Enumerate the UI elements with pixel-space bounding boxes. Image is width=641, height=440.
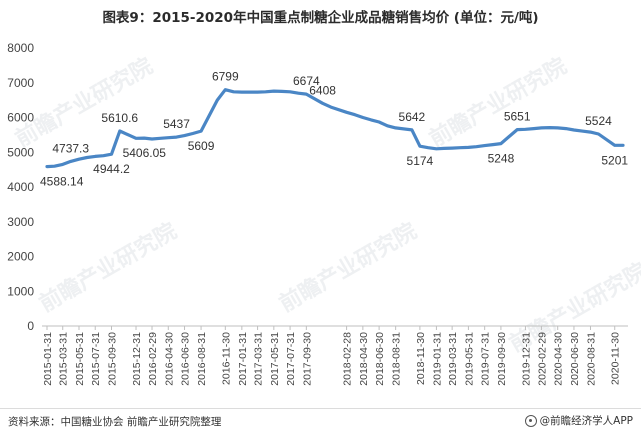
brand-tag: @前瞻经济学人APP [524, 413, 633, 428]
x-tick-label: 2018-11-30 [415, 332, 427, 385]
x-tick-label: 2016-08-31 [196, 332, 208, 386]
x-tick-label: 2018-06-30 [374, 332, 386, 386]
x-tick-label: 2017-01-31 [237, 332, 249, 386]
data-label: 4737.3 [52, 141, 89, 155]
y-tick-label: 3000 [7, 215, 34, 229]
x-tick-label: 2019-03-31 [447, 332, 459, 386]
x-tick-label: 2017-05-31 [269, 332, 281, 386]
data-labels: 4588.14 4737.3 4944.2 5610.6 5406.05 5437 5609… [40, 70, 628, 189]
x-tick-label: 2017-03-31 [253, 332, 265, 386]
x-tick-label: 2015-05-31 [74, 332, 86, 386]
x-tick-label: 2015-07-31 [90, 332, 102, 386]
x-tick-label: 2018-08-31 [391, 332, 403, 386]
source-note: 资料来源：中国糖业协会 前瞻产业研究院整理 [8, 416, 222, 428]
data-label: 5201 [601, 153, 628, 167]
x-tick-label: 2018-02-28 [342, 332, 354, 386]
x-tick-label: 2020-06-30 [569, 332, 581, 386]
y-tick-label: 0 [27, 319, 34, 333]
x-tick-label: 2016-06-30 [180, 332, 192, 386]
data-label: 4944.2 [93, 162, 130, 176]
qianzhan-logo-icon [524, 414, 537, 427]
data-label: 5642 [399, 110, 426, 124]
series-group [45, 88, 625, 169]
x-tick-label: 2017-09-30 [301, 332, 313, 386]
x-tick-label: 2020-11-30 [610, 332, 622, 385]
x-tick-label: 2018-04-30 [358, 332, 370, 386]
data-label: 5174 [407, 154, 434, 168]
x-tick-label: 2017-07-31 [285, 332, 297, 386]
x-tick-label: 2020-04-30 [553, 332, 565, 386]
x-tick-label: 2020-02-29 [536, 332, 548, 386]
x-tick-label: 2019-07-31 [480, 332, 492, 386]
chart-title: 图表9：2015-2020年中国重点制糖企业成品糖销售均价 (单位：元/吨) [102, 10, 539, 26]
y-axis: 0 1000 2000 3000 4000 5000 6000 7000 8000 [7, 41, 34, 333]
x-tick-label: 2015-01-31 [42, 332, 54, 386]
x-tick-label: 2019-05-31 [463, 332, 475, 386]
data-label: 5248 [488, 152, 515, 166]
x-tick-label: 2019-12-31 [520, 332, 532, 386]
x-tick-label: 2019-09-30 [496, 332, 508, 386]
brand-text: @前瞻经济学人APP [539, 415, 633, 427]
x-tick-label: 2015-09-30 [107, 332, 119, 386]
y-tick-label: 7000 [7, 76, 34, 90]
data-label: 5609 [188, 139, 215, 153]
data-label: 5406.05 [123, 146, 167, 160]
y-tick-label: 5000 [7, 145, 34, 159]
x-axis: 2015-01-31 2015-03-31 2015-05-31 2015-07-31… [42, 325, 628, 386]
x-tick-label: 2016-02-29 [147, 332, 159, 386]
y-tick-label: 8000 [7, 41, 34, 55]
data-label: 5610.6 [101, 111, 138, 125]
data-label: 5437 [163, 117, 190, 131]
data-label: 6674 [293, 74, 320, 88]
line-chart: 0 1000 2000 3000 4000 5000 6000 7000 8000 2015-0… [7, 41, 628, 386]
data-label: 4588.14 [40, 175, 84, 189]
x-tick-label: 2015-03-31 [58, 332, 70, 386]
footer-divider [0, 408, 641, 409]
x-tick-label: 2016-04-30 [163, 332, 175, 386]
x-tick-label: 2019-01-31 [431, 332, 443, 386]
y-tick-label: 4000 [7, 180, 34, 194]
data-label: 6799 [212, 70, 239, 84]
data-label: 5524 [585, 114, 612, 128]
x-tick-label: 2016-11-30 [220, 332, 232, 385]
x-tick-label: 2020-08-31 [585, 332, 597, 386]
data-label: 5651 [504, 110, 531, 124]
y-tick-label: 6000 [7, 111, 34, 125]
series-line-price [45, 88, 625, 169]
y-tick-label: 2000 [7, 250, 34, 264]
x-tick-label: 2015-12-31 [131, 332, 143, 386]
y-tick-label: 1000 [7, 284, 34, 298]
data-label: 6408 [309, 83, 336, 97]
